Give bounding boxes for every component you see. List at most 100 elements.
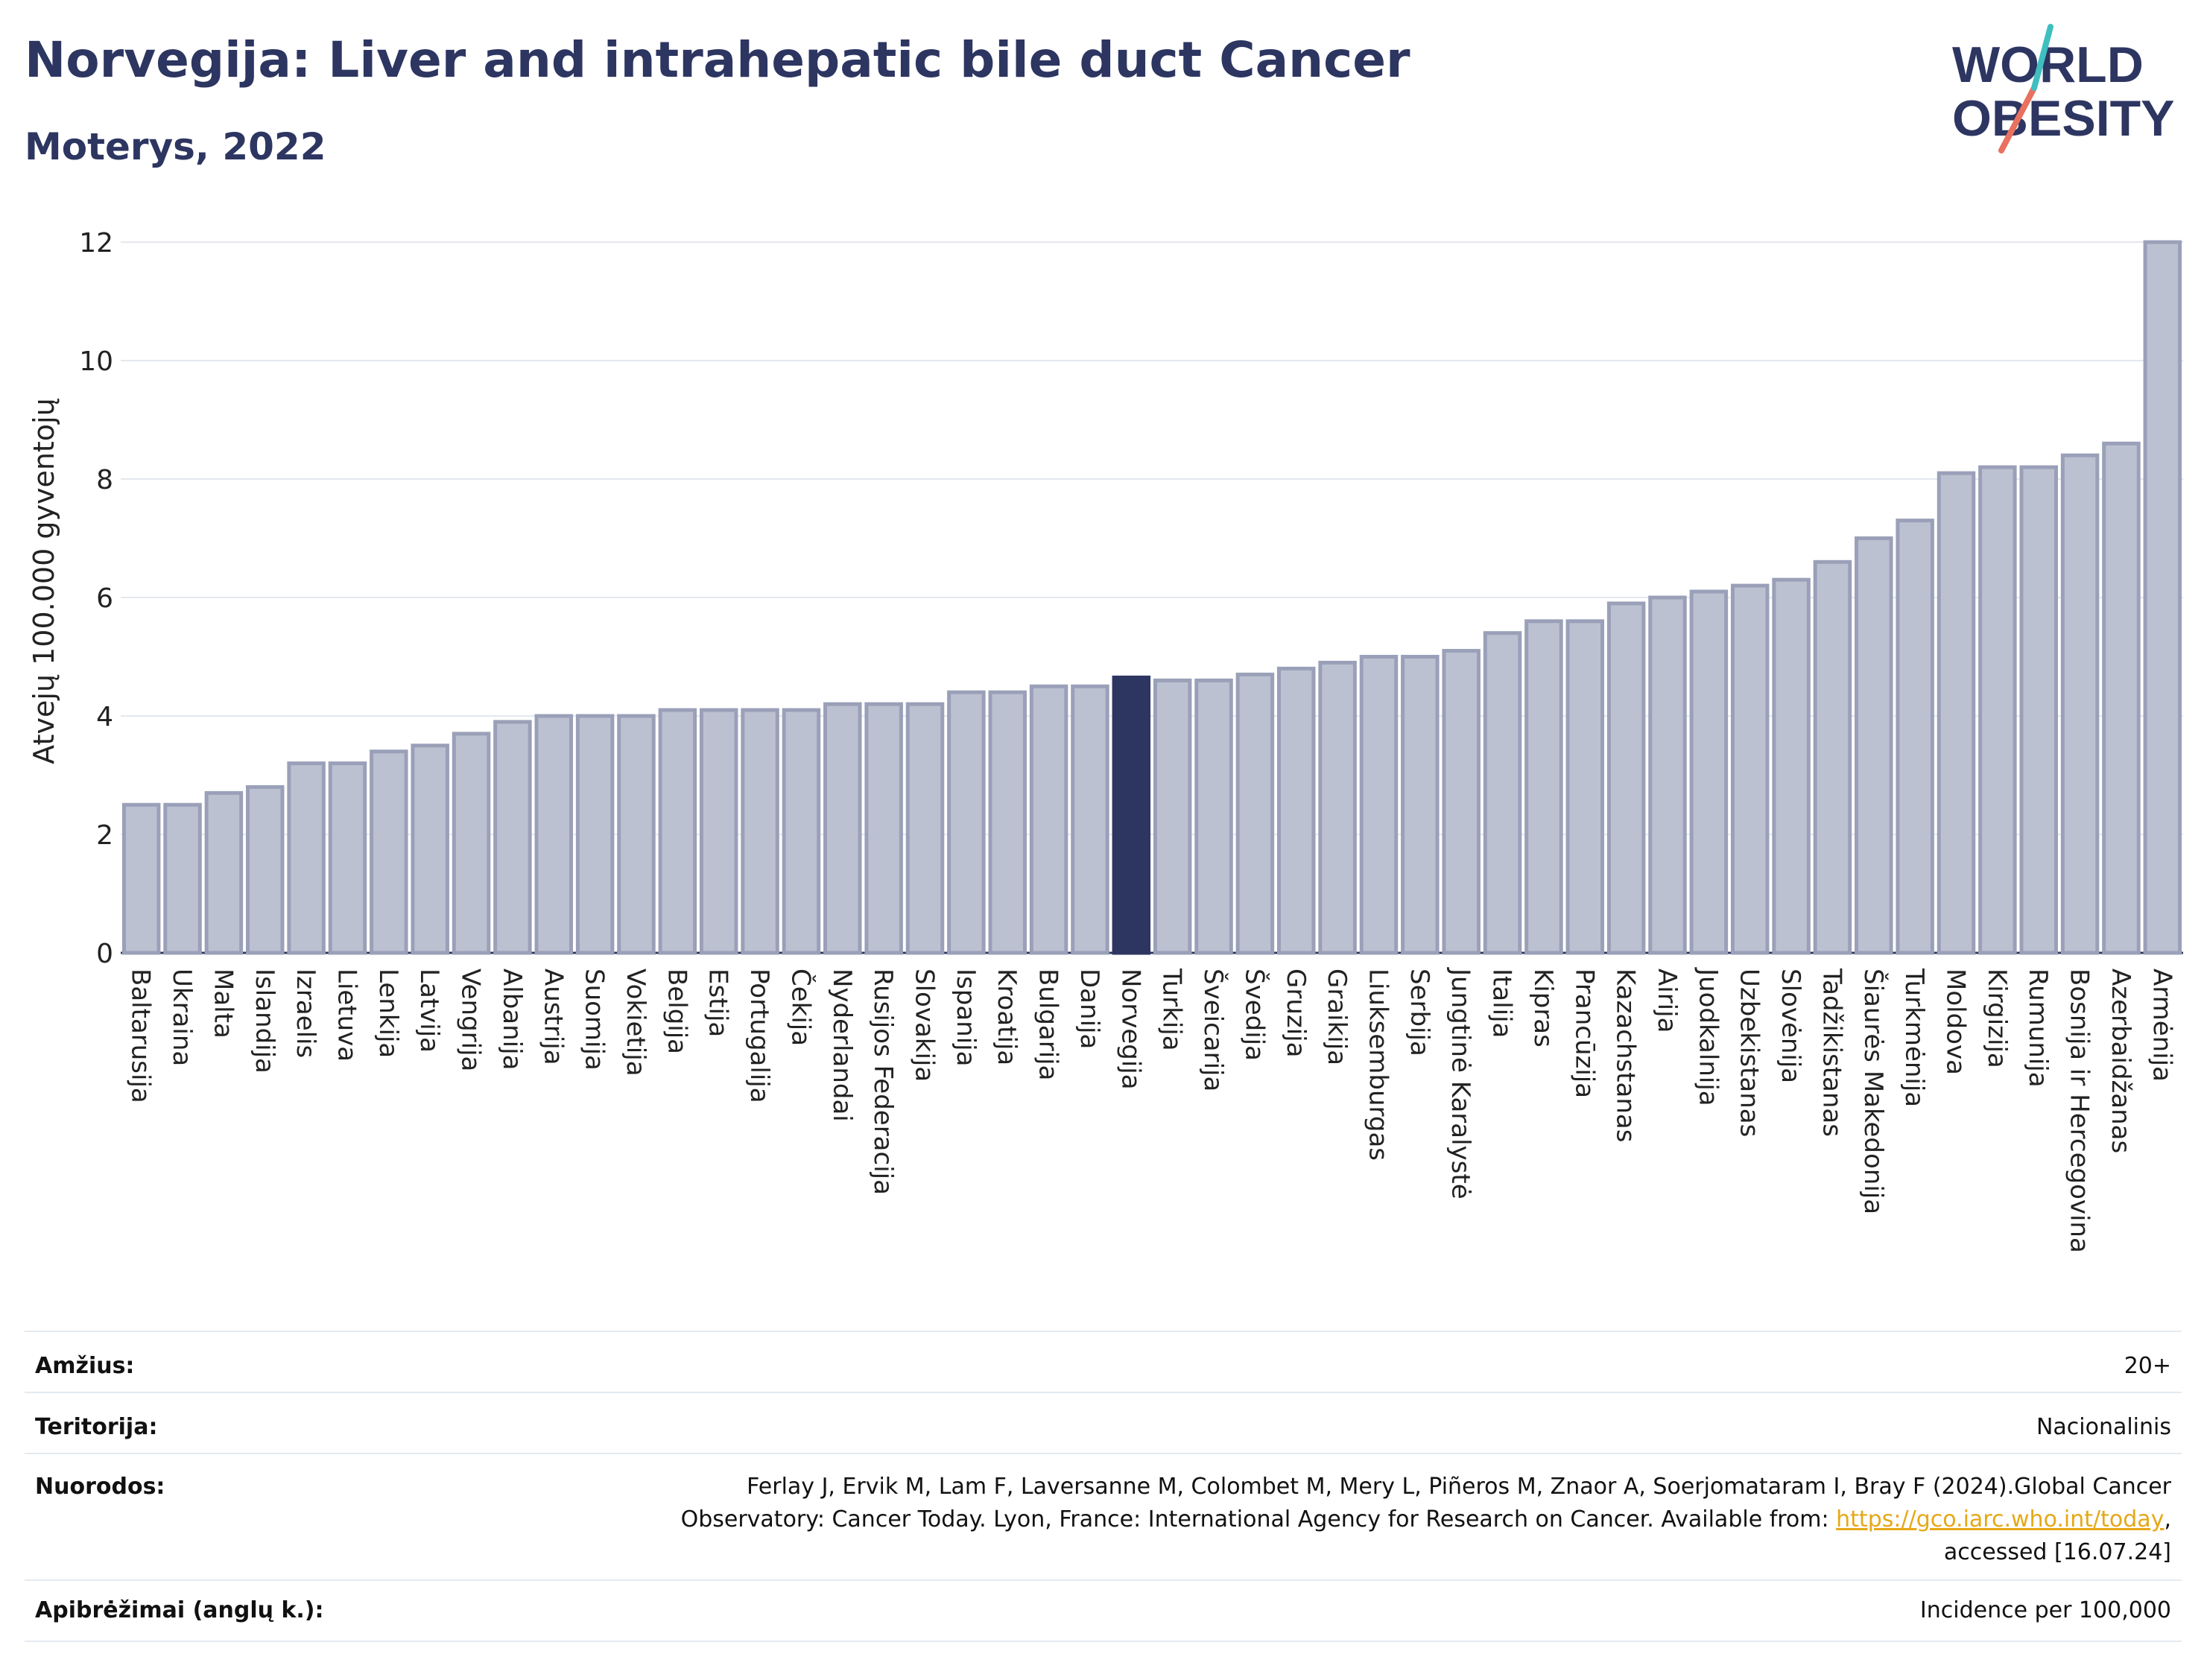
bar[interactable] — [1153, 678, 1192, 955]
age-value: 20+ — [2124, 1353, 2171, 1379]
bar[interactable] — [1855, 536, 1893, 955]
bar[interactable] — [1359, 655, 1399, 955]
bar[interactable] — [1565, 619, 1605, 955]
x-tick-label: Kipras — [1528, 969, 1558, 1047]
bar[interactable] — [1029, 684, 1068, 955]
bar[interactable] — [370, 749, 408, 955]
bar[interactable] — [2102, 441, 2141, 955]
y-tick-label: 6 — [96, 583, 113, 614]
bar[interactable] — [1524, 619, 1563, 955]
y-tick-label: 8 — [96, 465, 113, 495]
bar[interactable] — [1483, 631, 1522, 955]
x-tick-label: Kazachstanas — [1611, 969, 1641, 1142]
bar[interactable] — [1442, 649, 1481, 955]
bar[interactable] — [1896, 519, 1934, 955]
bar[interactable] — [782, 708, 821, 955]
references-line2: Observatory: Cancer Today. Lyon, France:… — [680, 1506, 1837, 1532]
bar-highlighted[interactable] — [1112, 675, 1151, 955]
bar[interactable] — [2143, 240, 2182, 955]
x-tick-label: Belgija — [662, 969, 691, 1054]
territory-value: Nacionalinis — [2036, 1414, 2171, 1440]
bar[interactable] — [1194, 678, 1233, 955]
bar[interactable] — [1937, 471, 1976, 955]
y-tick-label: 2 — [96, 820, 113, 851]
logo-slash-red — [1998, 85, 2037, 153]
x-tick-label: Airija — [1652, 969, 1682, 1033]
y-tick-label: 12 — [79, 228, 113, 259]
bar[interactable] — [575, 714, 615, 955]
bar[interactable] — [699, 708, 738, 955]
bar[interactable] — [1235, 672, 1275, 955]
bar[interactable] — [658, 708, 697, 955]
y-tick-label: 0 — [96, 939, 113, 969]
x-tick-label: Tadžikistanas — [1817, 968, 1846, 1137]
y-tick-labels: 0 2 4 6 8 10 12 — [79, 228, 113, 969]
bar[interactable] — [1401, 655, 1440, 955]
x-tick-label: Serbija — [1405, 969, 1434, 1056]
x-tick-label: Portugalija — [744, 969, 774, 1103]
bar[interactable] — [2019, 465, 2058, 955]
bar[interactable] — [204, 790, 244, 955]
bar[interactable] — [864, 702, 903, 955]
bar[interactable] — [1730, 583, 1770, 955]
x-tick-label: Slovėnija — [1776, 969, 1805, 1083]
x-tick-label: Italija — [1487, 969, 1517, 1038]
bar[interactable] — [617, 714, 656, 955]
x-tick-label: Lenkija — [373, 969, 403, 1058]
references-label: Nuorodos: — [35, 1474, 165, 1500]
bar[interactable] — [246, 784, 285, 955]
bar[interactable] — [2060, 453, 2100, 955]
bar[interactable] — [905, 702, 945, 955]
logo-line2: OBESITY — [1952, 90, 2175, 147]
bar[interactable] — [534, 714, 574, 955]
bar[interactable] — [1813, 560, 1852, 955]
x-tick-label: Estija — [703, 969, 733, 1037]
x-tick-label: Bosnija ir Hercegovina — [2065, 969, 2094, 1253]
x-tick-label: Albanija — [497, 969, 527, 1070]
bar[interactable] — [411, 744, 449, 955]
bar[interactable] — [947, 690, 986, 955]
x-tick-label: Azerbaidžanas — [2106, 969, 2135, 1153]
bar[interactable] — [741, 708, 779, 955]
x-tick-label: Gruzija — [1281, 969, 1311, 1057]
bar[interactable] — [1318, 660, 1357, 955]
x-tick-label: Ispanija — [951, 969, 981, 1066]
info-row-definitions: Apibrėžimai (anglų k.): Incidence per 10… — [25, 1579, 2182, 1642]
x-tick-label: Jungtinė Karalystė — [1445, 967, 1475, 1199]
bar[interactable] — [1689, 589, 1729, 955]
bar[interactable] — [287, 761, 326, 955]
x-tick-label: Lietuva — [332, 969, 361, 1062]
x-tick-label: Švedija — [1239, 969, 1270, 1061]
bar[interactable] — [163, 802, 202, 955]
x-tick-label: Juodkalnija — [1693, 967, 1723, 1106]
bar[interactable] — [493, 720, 532, 955]
info-row-territory: Teritorija: Nacionalinis — [25, 1392, 2182, 1453]
y-axis-label: Atvejų 100.000 gyventojų — [28, 398, 60, 764]
bar[interactable] — [452, 732, 491, 955]
bar[interactable] — [823, 702, 862, 955]
x-tick-label: Turkmėnija — [1899, 968, 1929, 1107]
references-line2-end: , — [2164, 1506, 2171, 1532]
x-tick-label: Izraelis — [291, 969, 320, 1058]
references-link[interactable]: https://gco.iarc.who.int/today — [1836, 1506, 2165, 1532]
bar[interactable] — [1277, 666, 1316, 955]
references-value: Ferlay J, Ervik M, Lam F, Laversanne M, … — [681, 1454, 2182, 1569]
info-row-age: Amžius: 20+ — [25, 1331, 2182, 1392]
x-tick-label: Čekija — [785, 969, 816, 1046]
definitions-label: Apibrėžimai (anglų k.): — [35, 1597, 324, 1623]
x-tick-label: Baltarusija — [126, 969, 156, 1103]
x-tick-label: Graikija — [1322, 969, 1352, 1065]
bar[interactable] — [1606, 601, 1646, 955]
bar[interactable] — [1071, 684, 1109, 955]
bar[interactable] — [1772, 577, 1811, 955]
bar[interactable] — [1978, 465, 2017, 955]
x-tick-label: Prancūzija — [1569, 969, 1599, 1098]
bar[interactable] — [121, 802, 161, 955]
chart-subtitle: Moterys, 2022 — [25, 125, 326, 168]
bar[interactable] — [1648, 595, 1687, 955]
x-tick-label: Norvegija — [1115, 969, 1145, 1090]
definitions-value: Incidence per 100,000 — [1919, 1597, 2171, 1623]
bar[interactable] — [988, 690, 1027, 955]
bar[interactable] — [328, 761, 367, 955]
bars — [121, 240, 2182, 955]
